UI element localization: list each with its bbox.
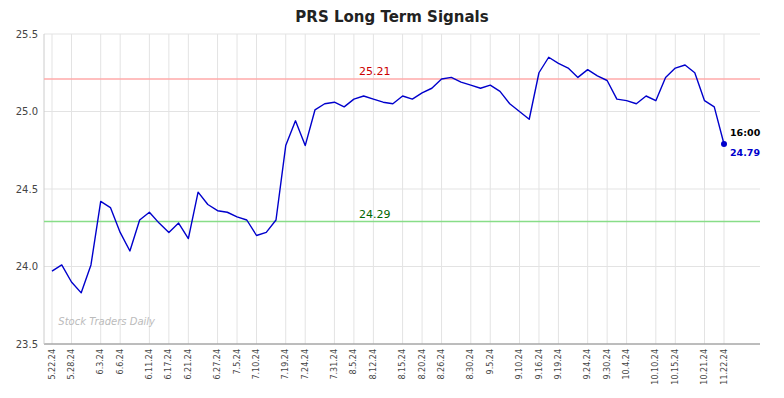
x-axis-line bbox=[44, 344, 760, 345]
x-grid-line bbox=[120, 34, 121, 344]
x-grid-line bbox=[285, 34, 286, 344]
x-tick-label: 10.21.24 bbox=[700, 349, 709, 385]
x-tick-label: 8.30.24 bbox=[466, 349, 475, 380]
y-grid-line bbox=[44, 266, 760, 267]
x-tick-label: 7.24.24 bbox=[301, 349, 310, 380]
x-tick-label: 6.21.24 bbox=[184, 349, 193, 380]
x-tick-label: 5.28.24 bbox=[67, 349, 76, 380]
last-point bbox=[721, 141, 727, 147]
x-tick-label: 8.15.24 bbox=[398, 349, 407, 380]
x-tick-label: 7.5.24 bbox=[233, 349, 242, 374]
annotation: 16:00 bbox=[730, 127, 761, 138]
x-grid-line bbox=[704, 34, 705, 344]
x-tick-label: 6.17.24 bbox=[164, 349, 173, 380]
x-tick-label: 10.4.24 bbox=[622, 349, 631, 380]
y-tick-label: 25.5 bbox=[16, 29, 38, 40]
x-grid-line bbox=[217, 34, 218, 344]
x-grid-line bbox=[441, 34, 442, 344]
y-tick-label: 24.5 bbox=[16, 184, 38, 195]
x-grid-line bbox=[626, 34, 627, 344]
x-tick-label: 9.19.24 bbox=[554, 349, 563, 380]
x-tick-label: 8.5.24 bbox=[349, 349, 358, 374]
y-tick-label: 25.0 bbox=[16, 106, 38, 117]
y-grid-line bbox=[44, 34, 760, 35]
x-grid-line bbox=[422, 34, 423, 344]
x-grid-line bbox=[256, 34, 257, 344]
x-grid-line bbox=[724, 34, 725, 344]
y-grid-line bbox=[44, 344, 760, 345]
x-grid-line bbox=[655, 34, 656, 344]
reference-label: 25.21 bbox=[359, 65, 391, 78]
x-tick-label: 9.16.24 bbox=[535, 349, 544, 380]
x-grid-line bbox=[334, 34, 335, 344]
x-tick-label: 6.6.24 bbox=[116, 349, 125, 374]
x-tick-label: 8.20.24 bbox=[418, 349, 427, 380]
y-grid-line bbox=[44, 189, 760, 190]
x-tick-label: 6.11.24 bbox=[145, 349, 154, 380]
x-grid-line bbox=[402, 34, 403, 344]
x-grid-line bbox=[237, 34, 238, 344]
x-grid-line bbox=[470, 34, 471, 344]
x-grid-line bbox=[353, 34, 354, 344]
x-tick-label: 9.5.24 bbox=[486, 349, 495, 374]
x-tick-label: 7.10.24 bbox=[252, 349, 261, 380]
x-grid-line bbox=[100, 34, 101, 344]
x-tick-label: 10.10.24 bbox=[651, 349, 660, 385]
x-grid-line bbox=[149, 34, 150, 344]
x-grid-line bbox=[519, 34, 520, 344]
x-grid-line bbox=[675, 34, 676, 344]
annotation: 24.79 bbox=[730, 147, 760, 158]
x-grid-line bbox=[71, 34, 72, 344]
y-tick-label: 24.0 bbox=[16, 261, 38, 272]
chart: PRS Long Term Signals 23.5 24.0 24.5 25.0 25.… bbox=[0, 0, 784, 398]
x-grid-line bbox=[373, 34, 374, 344]
x-tick-label: 10.15.24 bbox=[671, 349, 680, 385]
x-tick-label: 9.24.24 bbox=[583, 349, 592, 380]
x-grid-line bbox=[587, 34, 588, 344]
reference-line bbox=[44, 78, 760, 80]
grid bbox=[44, 34, 760, 344]
x-tick-label: 9.30.24 bbox=[603, 349, 612, 380]
x-grid-line bbox=[558, 34, 559, 344]
price-line bbox=[52, 57, 724, 293]
x-grid-line bbox=[188, 34, 189, 344]
x-grid-line bbox=[538, 34, 539, 344]
reference-label: 24.29 bbox=[359, 208, 391, 221]
x-tick-label: 7.19.24 bbox=[281, 349, 290, 380]
x-tick-label: 7.31.24 bbox=[330, 349, 339, 380]
y-tick-label: 23.5 bbox=[16, 339, 38, 350]
plot-area bbox=[44, 57, 760, 293]
x-grid-line bbox=[490, 34, 491, 344]
x-tick-label: 8.26.24 bbox=[437, 349, 446, 380]
x-tick-label: 9.10.24 bbox=[515, 349, 524, 380]
x-grid-line bbox=[168, 34, 169, 344]
title: PRS Long Term Signals bbox=[295, 8, 488, 26]
reference-line bbox=[44, 221, 760, 223]
x-grid-line bbox=[305, 34, 306, 344]
x-tick-label: 6.3.24 bbox=[96, 349, 105, 374]
x-tick-label: 6.27.24 bbox=[213, 349, 222, 380]
x-tick-label: 5.22.24 bbox=[48, 349, 57, 380]
watermark: Stock Traders Daily bbox=[58, 316, 156, 327]
y-axis-line bbox=[44, 34, 45, 344]
x-tick-label: 11.22.24 bbox=[720, 349, 729, 385]
x-grid-line bbox=[52, 34, 53, 344]
x-tick-label: 8.12.24 bbox=[369, 349, 378, 380]
y-grid-line bbox=[44, 111, 760, 112]
